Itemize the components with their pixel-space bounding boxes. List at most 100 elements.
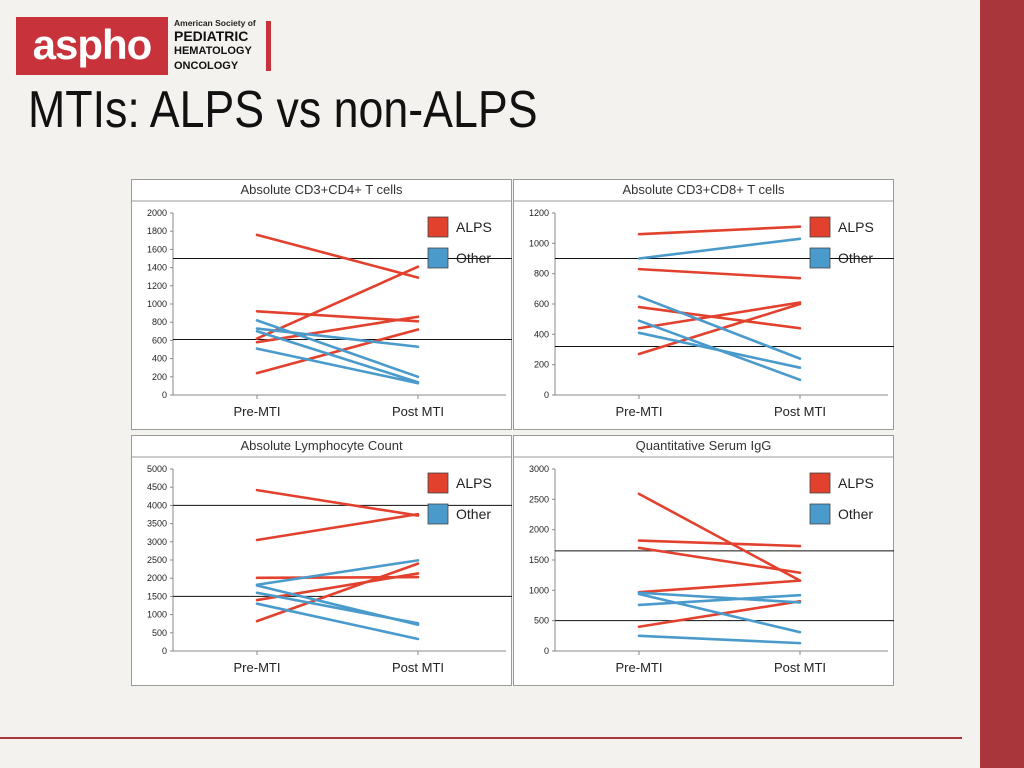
y-tick-label: 2500 xyxy=(529,494,549,504)
y-tick-label: 1500 xyxy=(529,555,549,565)
chart-alc: Absolute Lymphocyte Count 0 500 1000 1500 200… xyxy=(131,435,512,686)
other-series-line xyxy=(255,584,420,627)
chart-frame xyxy=(513,179,894,430)
legend-other-swatch xyxy=(809,247,831,269)
y-tick-label: 1000 xyxy=(147,299,167,309)
chart-frame xyxy=(131,179,512,430)
y-tick-label: 3500 xyxy=(147,519,167,529)
bottom-divider xyxy=(0,737,962,739)
legend-other-swatch xyxy=(427,503,449,525)
y-tick-label: 1000 xyxy=(529,238,549,248)
y-tick-label: 4000 xyxy=(147,500,167,510)
y-tick-label: 500 xyxy=(152,628,167,638)
y-tick-label: 1500 xyxy=(147,591,167,601)
y-tick-label: 1800 xyxy=(147,226,167,236)
y-tick-label: 2000 xyxy=(147,208,167,218)
y-tick-label: 800 xyxy=(152,317,167,327)
slide-title: MTIs: ALPS vs non-ALPS xyxy=(28,81,538,139)
other-series-line xyxy=(637,592,802,634)
y-tick-label: 2000 xyxy=(147,573,167,583)
alps-series-line xyxy=(637,305,802,330)
other-series-line xyxy=(637,295,802,360)
alps-series-line xyxy=(255,315,420,344)
chart-alc-panel: Absolute Lymphocyte Count 0 500 1000 1500 200… xyxy=(131,435,512,686)
legend-alps-label: ALPS xyxy=(838,475,874,491)
y-tick-label: 1400 xyxy=(147,263,167,273)
other-series-line xyxy=(637,237,802,260)
alps-series-line xyxy=(255,572,420,602)
chart-title: Quantitative Serum IgG xyxy=(636,438,772,453)
other-series-line xyxy=(255,327,420,349)
alps-series-line xyxy=(255,512,420,542)
other-series-line xyxy=(255,319,420,379)
alps-series-line xyxy=(637,539,802,548)
x-tick-label: Post MTI xyxy=(774,404,826,419)
logo-line-3: HEMATOLOGY xyxy=(174,45,252,57)
other-series-line xyxy=(255,330,420,384)
other-series-line xyxy=(637,591,802,604)
logo-line-4: ONCOLOGY xyxy=(174,60,239,72)
logo-divider-bar xyxy=(266,21,271,71)
logo-line-2: PEDIATRIC xyxy=(174,28,249,44)
other-series-line xyxy=(637,634,802,645)
x-tick-label: Pre-MTI xyxy=(616,660,663,675)
legend-other-label: Other xyxy=(456,250,491,266)
y-tick-label: 600 xyxy=(152,335,167,345)
other-series-line xyxy=(637,593,802,607)
alps-series-line xyxy=(637,267,802,280)
y-tick-label: 500 xyxy=(534,616,549,626)
logo-wordmark: aspho xyxy=(32,21,153,68)
x-tick-label: Post MTI xyxy=(392,660,444,675)
y-tick-label: 1200 xyxy=(529,208,549,218)
legend-alps-label: ALPS xyxy=(456,475,492,491)
alps-series-line xyxy=(255,328,420,375)
alps-series-line xyxy=(255,309,420,323)
y-tick-label: 1000 xyxy=(529,585,549,595)
y-tick-label: 2000 xyxy=(529,525,549,535)
legend-alps-swatch xyxy=(427,472,449,494)
logo-line-1: American Society of xyxy=(174,18,256,28)
chart-cd8-panel: Absolute CD3+CD8+ T cells 0 200 400 600 800 10… xyxy=(513,179,894,430)
chart-frame xyxy=(131,435,512,686)
alps-series-line xyxy=(637,492,802,582)
alps-series-line xyxy=(637,302,802,356)
legend-other-label: Other xyxy=(456,506,491,522)
alps-series-line xyxy=(637,301,802,330)
x-tick-label: Post MTI xyxy=(774,660,826,675)
y-tick-label: 0 xyxy=(544,646,549,656)
right-accent-band xyxy=(980,0,1024,768)
chart-cd4: Absolute CD3+CD4+ T cells 0 200 400 600 800 10… xyxy=(131,179,512,430)
alps-series-line xyxy=(255,233,420,279)
y-tick-label: 800 xyxy=(534,269,549,279)
y-tick-label: 1000 xyxy=(147,610,167,620)
x-tick-label: Pre-MTI xyxy=(234,404,281,419)
y-tick-label: 2500 xyxy=(147,555,167,565)
y-tick-label: 1200 xyxy=(147,281,167,291)
chart-title: Absolute Lymphocyte Count xyxy=(240,438,403,453)
alps-series-line xyxy=(255,488,420,517)
legend-other-label: Other xyxy=(838,250,873,266)
alps-series-line xyxy=(255,265,420,340)
x-tick-label: Pre-MTI xyxy=(616,404,663,419)
alps-series-line xyxy=(637,546,802,575)
legend-alps-swatch xyxy=(427,216,449,238)
y-tick-label: 600 xyxy=(534,299,549,309)
y-tick-label: 3000 xyxy=(529,464,549,474)
legend-other-swatch xyxy=(427,247,449,269)
legend-alps-label: ALPS xyxy=(838,219,874,235)
other-series-line xyxy=(637,331,802,369)
legend-other-swatch xyxy=(809,503,831,525)
y-tick-label: 400 xyxy=(534,329,549,339)
logo-wordmark-box xyxy=(16,17,168,75)
y-tick-label: 4500 xyxy=(147,482,167,492)
y-tick-label: 0 xyxy=(162,390,167,400)
chart-title: Absolute CD3+CD8+ T cells xyxy=(622,182,785,197)
alps-series-line xyxy=(637,579,802,594)
legend-other-label: Other xyxy=(838,506,873,522)
alps-series-line xyxy=(637,225,802,236)
alps-series-line xyxy=(255,562,420,623)
chart-frame xyxy=(513,435,894,686)
y-tick-label: 200 xyxy=(152,372,167,382)
legend-alps-label: ALPS xyxy=(456,219,492,235)
legend-alps-swatch xyxy=(809,472,831,494)
